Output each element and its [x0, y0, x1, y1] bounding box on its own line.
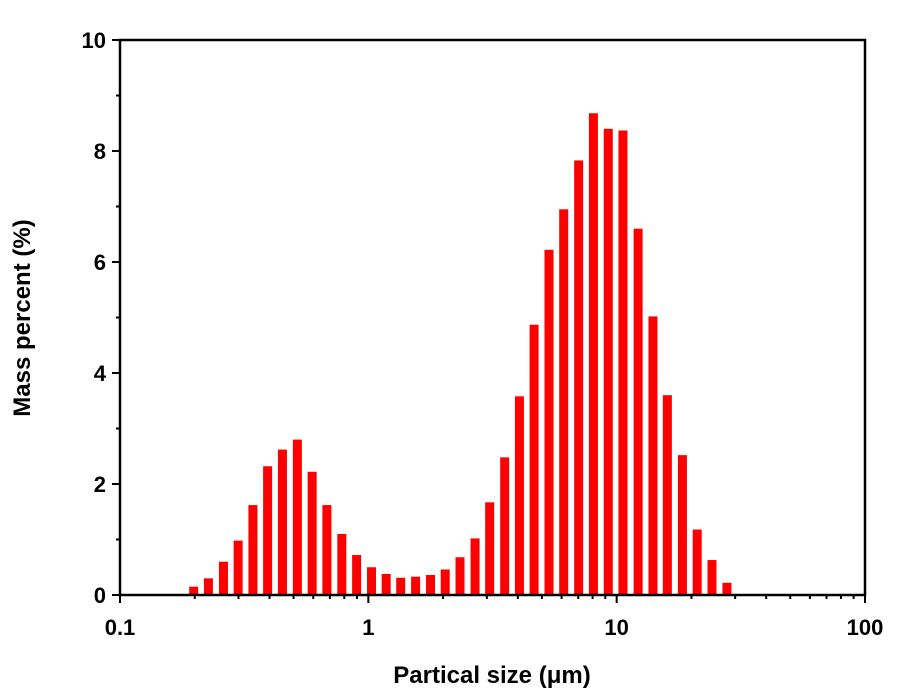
bar: [455, 557, 465, 595]
bar: [440, 569, 450, 595]
bar: [292, 439, 302, 595]
bar: [203, 578, 213, 595]
bar: [544, 249, 554, 596]
bar: [277, 449, 287, 595]
bars-group: [189, 113, 732, 596]
x-tick-label: 1: [362, 615, 374, 640]
bar: [470, 538, 480, 595]
bar: [574, 160, 584, 595]
bar: [514, 396, 524, 595]
bar: [189, 586, 199, 595]
bar: [485, 502, 495, 595]
bar: [248, 505, 258, 595]
bar: [648, 316, 658, 595]
bar: [426, 575, 436, 595]
bar: [692, 529, 702, 595]
bar: [396, 577, 406, 595]
x-tick-label: 10: [604, 615, 628, 640]
bar: [559, 209, 569, 595]
x-tick-label: 100: [847, 615, 884, 640]
bar: [411, 576, 421, 595]
bar: [677, 455, 687, 595]
bar: [588, 113, 598, 595]
bar: [529, 324, 539, 595]
bar: [352, 555, 362, 595]
bar: [233, 540, 243, 595]
y-tick-label: 10: [82, 28, 106, 53]
bar: [218, 561, 228, 595]
bar: [662, 395, 672, 595]
tick-labels-group: 0 2 4 6 8 10 0.1 1 10 100: [82, 28, 884, 640]
y-tick-label: 0: [94, 583, 106, 608]
bar: [337, 533, 347, 595]
bar: [500, 457, 510, 595]
x-axis-title: Partical size (μm): [393, 662, 590, 688]
y-axis-title: Mass percent (%): [9, 219, 36, 416]
bar: [263, 466, 273, 595]
bar: [722, 582, 732, 595]
x-tick-label: 0.1: [105, 615, 136, 640]
plot-frame: [118, 38, 867, 597]
bar: [707, 560, 717, 595]
y-tick-label: 4: [94, 361, 107, 386]
bar: [322, 505, 332, 595]
y-tick-label: 6: [94, 250, 106, 275]
bar: [633, 228, 643, 595]
bar: [307, 471, 317, 595]
bar: [367, 567, 377, 595]
bar: [618, 130, 628, 595]
y-tick-label: 2: [94, 472, 106, 497]
bar: [381, 573, 391, 595]
bar: [603, 128, 613, 596]
y-tick-label: 8: [94, 139, 106, 164]
